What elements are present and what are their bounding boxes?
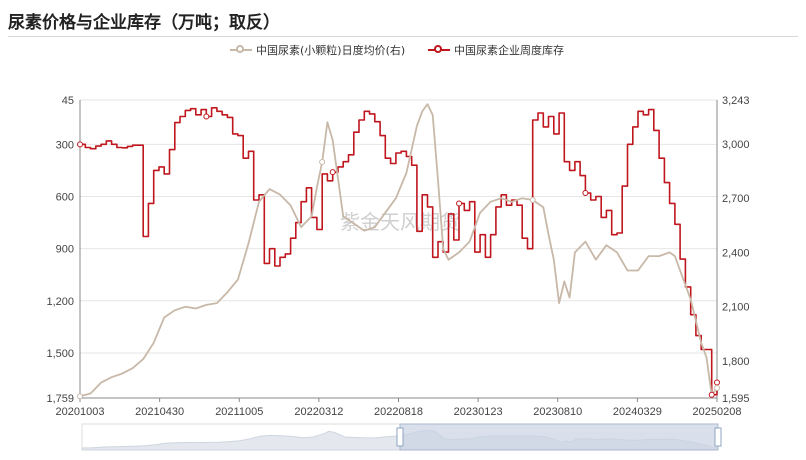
inventory-point-marker xyxy=(77,141,83,148)
chart-legend: 中国尿素(小颗粒)日度均价(右) 中国尿素企业周度库存 xyxy=(0,40,806,60)
right-axis-tick-label: 2,700 xyxy=(722,193,750,205)
right-axis-tick-label: 2,400 xyxy=(722,247,750,259)
x-axis-tick-label: 20240329 xyxy=(613,406,662,418)
price-point-marker xyxy=(529,196,536,203)
right-axis-tick-label: 3,243 xyxy=(722,95,750,107)
left-axis-tick-label: 1,500 xyxy=(46,348,74,360)
chart-title: 尿素价格与企业库存（万吨；取反） xyxy=(8,13,280,33)
left-axis-tick-label: 300 xyxy=(56,139,74,151)
legend-price-label: 中国尿素(小颗粒)日度均价(右) xyxy=(256,44,406,57)
price-series-line xyxy=(79,103,718,398)
x-axis-tick-label: 20201003 xyxy=(56,406,105,418)
x-axis-tick-label: 20220312 xyxy=(294,406,343,418)
legend-price-marker xyxy=(236,45,244,53)
left-axis-tick-label: 1,200 xyxy=(46,296,74,308)
inventory-point-marker xyxy=(203,113,210,120)
x-axis-tick-label: 20210430 xyxy=(135,406,184,418)
left-axis-tick-label: 900 xyxy=(56,244,74,256)
inventory-point-marker xyxy=(714,379,720,386)
x-axis-tick-label: 20230123 xyxy=(454,406,503,418)
right-axis-tick-label: 1,800 xyxy=(722,356,750,368)
legend-item-price[interactable]: 中国尿素(小颗粒)日度均价(右) xyxy=(230,42,430,58)
right-axis-tick-label: 2,100 xyxy=(722,302,750,314)
price-point-marker xyxy=(319,159,326,166)
x-axis-tick-label: 20230810 xyxy=(533,406,582,418)
legend-inventory-label: 中国尿素企业周度库存 xyxy=(454,44,564,57)
legend-item-inventory[interactable]: 中国尿素企业周度库存 xyxy=(428,42,598,58)
inventory-point-marker xyxy=(582,190,589,197)
left-axis-tick-label: 45 xyxy=(62,95,74,107)
inventory-point-marker xyxy=(329,169,336,176)
left-axis-tick-label: 1,759 xyxy=(46,393,74,405)
x-axis-tick-label: 20250208 xyxy=(693,406,742,418)
header-divider xyxy=(8,36,798,37)
price-point-marker xyxy=(77,393,83,400)
x-axis-tick-label: 20211005 xyxy=(215,406,263,418)
axes: 45 300 600 900 1,200 1,500 1,759 3,243 3,000 2,70… xyxy=(46,95,749,418)
series-markers xyxy=(77,113,720,400)
inventory-point-marker xyxy=(708,391,715,398)
slider-selected-range[interactable] xyxy=(399,423,719,451)
right-axis-tick-label: 1,595 xyxy=(722,393,750,405)
right-axis-tick-label: 3,000 xyxy=(722,139,750,151)
price-point-marker xyxy=(714,385,720,392)
inventory-series-line xyxy=(80,107,718,396)
data-zoom-slider[interactable] xyxy=(81,423,722,451)
x-axis-tick-label: 20220818 xyxy=(374,406,423,418)
legend-inventory-marker xyxy=(434,45,442,53)
left-axis-tick-label: 600 xyxy=(56,191,74,203)
slider-handle-right[interactable] xyxy=(714,427,722,447)
chart-header: 尿素价格与企业库存（万吨；取反） xyxy=(0,0,806,38)
slider-handle-left[interactable] xyxy=(396,427,404,447)
inventory-point-marker xyxy=(456,200,463,207)
series-lines xyxy=(79,103,718,398)
